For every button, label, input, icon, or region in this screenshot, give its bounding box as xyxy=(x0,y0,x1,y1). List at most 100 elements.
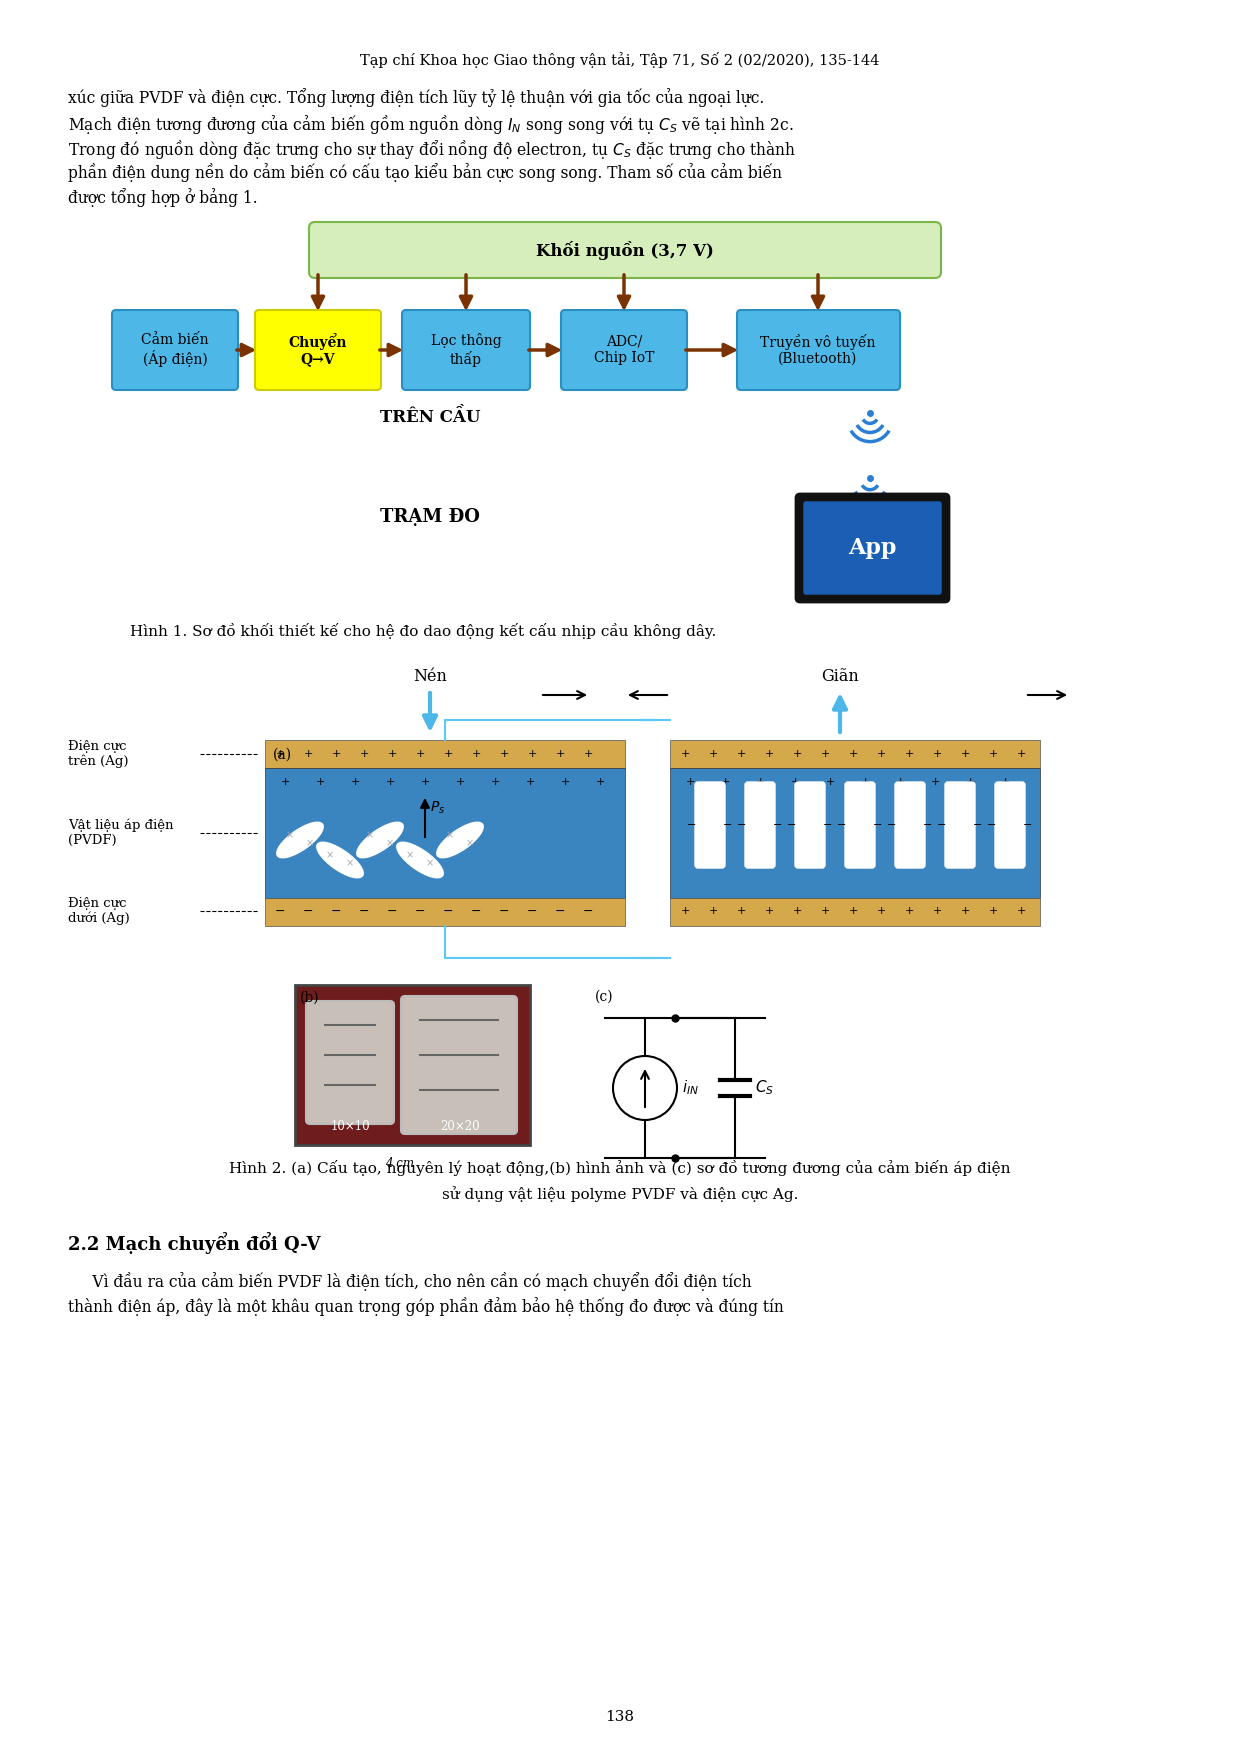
Text: Nén: Nén xyxy=(413,668,446,685)
Text: Trong đó nguồn dòng đặc trưng cho sự thay đổi nồng độ electron, tụ $C_S$ đặc trư: Trong đó nguồn dòng đặc trưng cho sự tha… xyxy=(68,138,796,161)
Text: −: − xyxy=(937,820,946,829)
Text: −: − xyxy=(443,905,454,917)
Text: +: + xyxy=(755,777,765,787)
Text: +: + xyxy=(500,749,508,759)
FancyBboxPatch shape xyxy=(401,996,517,1134)
FancyBboxPatch shape xyxy=(309,223,941,279)
Text: (c): (c) xyxy=(595,990,614,1004)
Text: 138: 138 xyxy=(605,1709,635,1723)
Text: +: + xyxy=(415,749,424,759)
Text: +: + xyxy=(877,749,885,759)
Text: −: − xyxy=(303,905,314,917)
Text: −: − xyxy=(888,820,897,829)
Text: +: + xyxy=(360,749,368,759)
FancyBboxPatch shape xyxy=(560,310,687,389)
Text: 4 cm: 4 cm xyxy=(384,1157,414,1169)
Text: +: + xyxy=(527,749,537,759)
Text: Điện cực
trên (Ag): Điện cực trên (Ag) xyxy=(68,740,129,768)
Text: ×: × xyxy=(446,829,454,840)
Text: +: + xyxy=(351,777,360,787)
Text: ×: × xyxy=(306,838,314,848)
Text: −: − xyxy=(331,905,341,917)
Text: +: + xyxy=(895,777,905,787)
Text: ×: × xyxy=(405,850,414,861)
Ellipse shape xyxy=(357,822,403,857)
FancyBboxPatch shape xyxy=(295,985,529,1145)
Text: TRẠM ĐO: TRẠM ĐO xyxy=(381,508,480,526)
Text: $C_S$: $C_S$ xyxy=(755,1078,774,1097)
Text: −: − xyxy=(687,820,697,829)
Text: +: + xyxy=(764,906,774,917)
Text: (a): (a) xyxy=(273,749,293,763)
Text: Vì đầu ra của cảm biến PVDF là điện tích, cho nên cần có mạch chuyển đổi điện tí: Vì đầu ra của cảm biến PVDF là điện tích… xyxy=(68,1273,751,1290)
Text: ×: × xyxy=(425,857,434,868)
FancyBboxPatch shape xyxy=(796,494,949,601)
Text: +: + xyxy=(490,777,500,787)
Text: −: − xyxy=(924,820,932,829)
Text: Chuyển
Q→V: Chuyển Q→V xyxy=(289,333,347,366)
Ellipse shape xyxy=(277,822,324,857)
Text: −: − xyxy=(987,820,997,829)
Text: +: + xyxy=(821,906,830,917)
Text: −: − xyxy=(358,905,370,917)
Text: +: + xyxy=(988,906,998,917)
FancyBboxPatch shape xyxy=(945,782,975,868)
Text: −: − xyxy=(275,905,285,917)
Text: +: + xyxy=(386,777,394,787)
Text: −: − xyxy=(554,905,565,917)
Text: −: − xyxy=(471,905,481,917)
Ellipse shape xyxy=(436,822,484,857)
FancyBboxPatch shape xyxy=(402,310,529,389)
FancyBboxPatch shape xyxy=(255,310,381,389)
Text: −: − xyxy=(973,820,982,829)
Text: +: + xyxy=(686,777,694,787)
FancyBboxPatch shape xyxy=(694,782,725,868)
Text: Mạch điện tương đương của cảm biến gồm nguồn dòng $I_N$ song song với tụ $C_S$ v: Mạch điện tương đương của cảm biến gồm n… xyxy=(68,112,794,137)
Text: Điện cực
dưới (Ag): Điện cực dưới (Ag) xyxy=(68,898,130,926)
Text: +: + xyxy=(444,749,453,759)
Text: App: App xyxy=(848,536,897,559)
Text: +: + xyxy=(904,906,914,917)
Text: −: − xyxy=(498,905,510,917)
Text: Hình 2. (a) Cấu tạo, nguyên lý hoạt động,(b) hình ảnh và (c) sơ đồ tương đương c: Hình 2. (a) Cấu tạo, nguyên lý hoạt động… xyxy=(229,1160,1011,1176)
Ellipse shape xyxy=(316,841,363,878)
Text: +: + xyxy=(1001,777,1009,787)
Text: +: + xyxy=(792,906,802,917)
Text: phần điện dung nền do cảm biến có cấu tạo kiểu bản cực song song. Tham số của cả: phần điện dung nền do cảm biến có cấu tạ… xyxy=(68,163,782,182)
Text: +: + xyxy=(708,906,718,917)
Text: $P_s$: $P_s$ xyxy=(861,798,875,813)
Text: −: − xyxy=(837,820,847,829)
Text: sử dụng vật liệu polyme PVDF và điện cực Ag.: sử dụng vật liệu polyme PVDF và điện cực… xyxy=(441,1187,799,1203)
Text: +: + xyxy=(387,749,397,759)
Text: +: + xyxy=(595,777,605,787)
Text: +: + xyxy=(455,777,465,787)
Text: +: + xyxy=(583,749,593,759)
Text: +: + xyxy=(556,749,564,759)
Text: +: + xyxy=(737,749,745,759)
Text: +: + xyxy=(420,777,430,787)
Text: Hình 1. Sơ đồ khối thiết kế cho hệ đo dao động kết cấu nhịp cầu không dây.: Hình 1. Sơ đồ khối thiết kế cho hệ đo da… xyxy=(130,622,717,640)
FancyBboxPatch shape xyxy=(265,740,625,768)
Text: +: + xyxy=(304,749,312,759)
FancyBboxPatch shape xyxy=(745,782,775,868)
Text: +: + xyxy=(708,749,718,759)
Text: +: + xyxy=(471,749,481,759)
Text: +: + xyxy=(965,777,975,787)
Text: TRÊN CẦU: TRÊN CẦU xyxy=(379,408,480,426)
Text: Giãn: Giãn xyxy=(821,668,859,685)
Text: +: + xyxy=(790,777,800,787)
Text: 20×20: 20×20 xyxy=(440,1120,480,1132)
Text: −: − xyxy=(823,820,833,829)
Text: +: + xyxy=(848,749,858,759)
Text: ×: × xyxy=(366,829,374,840)
Text: +: + xyxy=(932,906,941,917)
Text: Vật liệu áp điện
(PVDF): Vật liệu áp điện (PVDF) xyxy=(68,819,174,847)
Text: Tạp chí Khoa học Giao thông vận tải, Tập 71, Số 2 (02/2020), 135-144: Tạp chí Khoa học Giao thông vận tải, Tập… xyxy=(361,53,879,68)
Ellipse shape xyxy=(397,841,443,878)
Text: +: + xyxy=(315,777,325,787)
Text: Truyền vô tuyến
(Bluetooth): Truyền vô tuyến (Bluetooth) xyxy=(760,333,875,366)
Text: +: + xyxy=(792,749,802,759)
Text: thành điện áp, đây là một khâu quan trọng góp phần đảm bảo hệ thống đo được và đ: thành điện áp, đây là một khâu quan trọn… xyxy=(68,1297,784,1317)
Text: (b): (b) xyxy=(300,990,320,1004)
FancyBboxPatch shape xyxy=(670,740,1040,768)
